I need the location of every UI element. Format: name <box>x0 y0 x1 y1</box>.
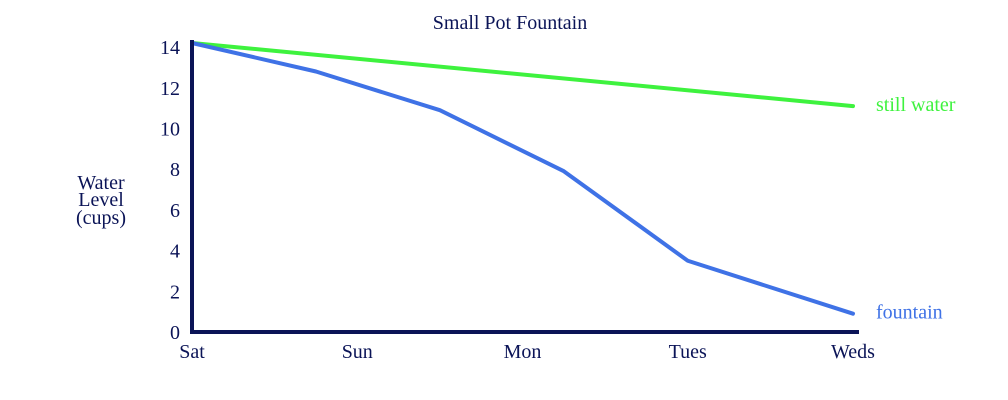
y-tick-label: 12 <box>160 78 180 100</box>
y-tick-label: 2 <box>170 281 180 303</box>
y-tick-label: 4 <box>170 241 180 263</box>
series-line <box>190 41 855 316</box>
y-tick-label: 14 <box>160 37 180 59</box>
x-tick-label: Sun <box>342 341 373 363</box>
y-axis-label-line: Level <box>78 189 124 211</box>
series-label: fountain <box>876 302 943 324</box>
y-tick-label: 8 <box>170 159 180 181</box>
x-tick-label: Weds <box>831 341 875 363</box>
y-axis-label-line: Water <box>77 172 125 194</box>
x-tick-label: Mon <box>504 341 542 363</box>
x-tick-label: Tues <box>669 341 707 363</box>
y-tick-labels: 0 2 4 6 8 10 12 14 <box>160 37 180 344</box>
series-line <box>190 41 855 109</box>
chart-title: Small Pot Fountain <box>433 12 587 34</box>
y-axis-label: Water Level (cups) <box>76 172 126 229</box>
y-tick-label: 10 <box>160 118 180 140</box>
series-layer <box>190 41 855 316</box>
x-tick-labels: Sat Sun Mon Tues Weds <box>179 341 875 363</box>
y-axis-label-line: (cups) <box>76 207 126 229</box>
x-tick-label: Sat <box>179 341 205 363</box>
y-tick-label: 6 <box>170 200 180 222</box>
series-label: still water <box>876 94 956 116</box>
y-tick-label: 0 <box>170 322 180 344</box>
series-labels: still water fountain <box>876 94 956 324</box>
